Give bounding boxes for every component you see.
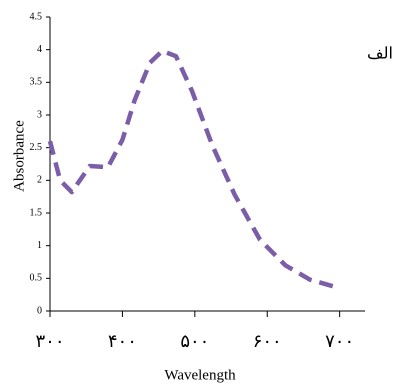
x-tick-label: ۵۰۰ bbox=[180, 331, 209, 351]
x-tick-label: ۳۰۰ bbox=[35, 331, 64, 351]
y-tick-label: 2 bbox=[37, 175, 42, 186]
x-axis-title: Wavelength bbox=[164, 367, 236, 383]
y-tick-label: 0 bbox=[37, 305, 42, 316]
y-tick-label: 3 bbox=[37, 109, 42, 120]
y-axis-title: Absorbance bbox=[11, 120, 27, 192]
x-tick-label: ۶۰۰ bbox=[253, 331, 282, 351]
y-tick-label: 4.5 bbox=[30, 11, 43, 22]
y-tick-label: 2.5 bbox=[30, 142, 43, 153]
y-tick-label: 3.5 bbox=[30, 77, 43, 88]
y-tick-label: 4 bbox=[37, 44, 42, 55]
x-tick-label: ۴۰۰ bbox=[108, 331, 137, 351]
y-tick-label: 1.5 bbox=[30, 207, 43, 218]
y-tick-label: 0.5 bbox=[30, 273, 43, 284]
y-tick-label: 1 bbox=[37, 240, 42, 251]
data-line bbox=[47, 48, 341, 291]
x-tick-label: ۷۰۰ bbox=[325, 331, 354, 351]
annotation: الف bbox=[367, 46, 393, 63]
